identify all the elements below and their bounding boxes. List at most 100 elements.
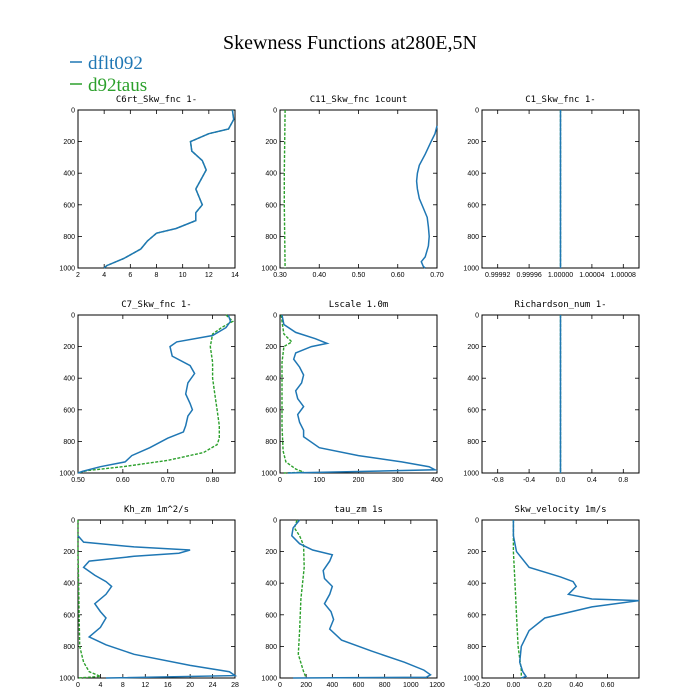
x-tick-label: 20 — [186, 682, 194, 689]
series-line-dflt092 — [103, 109, 235, 269]
panel-title: tau_zm 1s — [334, 505, 383, 515]
x-tick-label: 300 — [392, 477, 404, 484]
panel-title: Richardson_num 1- — [514, 300, 606, 310]
y-tick-label: 800 — [265, 644, 277, 651]
x-tick-label: 6 — [128, 272, 132, 279]
y-tick-label: 200 — [265, 139, 277, 146]
x-tick-label: 0.0 — [556, 477, 566, 484]
y-tick-label: 1000 — [261, 471, 277, 478]
x-tick-label: 0.99992 — [485, 272, 510, 279]
y-tick-label: 600 — [63, 612, 75, 619]
y-tick-label: 0 — [273, 313, 277, 320]
y-tick-label: 200 — [467, 139, 479, 146]
x-tick-label: 0 — [278, 477, 282, 484]
x-tick-label: 1200 — [429, 682, 445, 689]
y-tick-label: 800 — [265, 234, 277, 241]
x-tick-label: 200 — [353, 477, 365, 484]
x-tick-label: 0.30 — [273, 272, 287, 279]
series-line-d92taus — [77, 314, 234, 474]
y-tick-label: 600 — [265, 612, 277, 619]
y-tick-label: 0 — [475, 518, 479, 525]
x-tick-label: 0.8 — [618, 477, 628, 484]
x-tick-label: 4 — [98, 682, 102, 689]
series-line-dflt092 — [77, 535, 238, 679]
x-tick-label: 0 — [76, 682, 80, 689]
y-tick-label: 0 — [273, 108, 277, 115]
y-tick-label: 200 — [63, 139, 75, 146]
y-tick-label: 400 — [265, 171, 277, 178]
x-tick-label: 600 — [353, 682, 365, 689]
y-tick-label: 400 — [265, 376, 277, 383]
x-tick-label: 0.70 — [161, 477, 175, 484]
y-tick-label: 400 — [63, 581, 75, 588]
series-line-d92taus — [77, 520, 101, 679]
y-tick-label: 0 — [273, 518, 277, 525]
y-tick-label: 600 — [265, 202, 277, 209]
panel-6: Richardson_num 1- 0 200 400 600 800 1000 -0.8 -0… — [463, 300, 640, 484]
x-tick-label: 400 — [326, 682, 338, 689]
x-tick-label: 24 — [209, 682, 217, 689]
x-tick-label: 0.60 — [391, 272, 405, 279]
y-tick-label: 1000 — [59, 676, 75, 683]
x-tick-label: 0.50 — [71, 477, 85, 484]
y-tick-label: 400 — [265, 581, 277, 588]
y-tick-label: 200 — [63, 344, 75, 351]
y-tick-label: 200 — [467, 549, 479, 556]
x-tick-label: 0.60 — [116, 477, 130, 484]
x-tick-label: 2 — [76, 272, 80, 279]
x-tick-label: 8 — [155, 272, 159, 279]
plot-frame — [279, 109, 438, 269]
y-tick-label: 1000 — [59, 471, 75, 478]
y-tick-label: 400 — [467, 171, 479, 178]
y-tick-label: 600 — [467, 202, 479, 209]
y-tick-label: 800 — [467, 234, 479, 241]
y-tick-label: 200 — [265, 549, 277, 556]
x-tick-label: 4 — [102, 272, 106, 279]
x-tick-label: 16 — [164, 682, 172, 689]
series-line-dflt092 — [415, 125, 438, 269]
y-tick-label: 400 — [63, 171, 75, 178]
y-tick-label: 200 — [63, 549, 75, 556]
y-tick-label: 400 — [467, 581, 479, 588]
y-tick-label: 600 — [63, 407, 75, 414]
x-tick-label: 0 — [278, 682, 282, 689]
y-tick-label: 200 — [467, 344, 479, 351]
y-tick-label: 400 — [467, 376, 479, 383]
x-tick-label: 10 — [179, 272, 187, 279]
y-tick-label: 1000 — [59, 266, 75, 273]
x-tick-label: 0.4 — [587, 477, 597, 484]
y-tick-label: 1000 — [261, 676, 277, 683]
x-tick-label: 1.00004 — [579, 272, 604, 279]
y-tick-label: 0 — [71, 518, 75, 525]
series-line-d92taus — [293, 519, 307, 679]
x-tick-label: 0.50 — [352, 272, 366, 279]
series-line-dflt092 — [281, 314, 438, 474]
figure-title: Skewness Functions at280E,5N — [223, 32, 477, 54]
x-tick-label: 28 — [231, 682, 239, 689]
y-tick-label: 0 — [71, 313, 75, 320]
panel-3: C1_Skw_fnc 1- 0 200 400 600 800 1000 0.99992 0.9… — [463, 95, 640, 279]
legend: dflt092 d92taus — [70, 53, 147, 96]
x-tick-label: -0.8 — [492, 477, 504, 484]
x-tick-label: 12 — [141, 682, 149, 689]
y-tick-label: 1000 — [463, 471, 479, 478]
series-line-d92taus — [103, 109, 235, 269]
y-tick-label: 800 — [63, 234, 75, 241]
x-tick-label: 14 — [231, 272, 239, 279]
y-tick-label: 600 — [63, 202, 75, 209]
panel-title: Kh_zm 1m^2/s — [124, 505, 189, 515]
y-tick-label: 0 — [475, 108, 479, 115]
y-tick-label: 800 — [63, 644, 75, 651]
y-tick-label: 600 — [467, 407, 479, 414]
panel-title: C11_Skw_fnc 1count — [310, 95, 408, 105]
series-line-d92taus — [280, 314, 304, 474]
series-line-d92taus — [283, 109, 286, 269]
series-line-dflt092 — [290, 519, 432, 679]
x-tick-label: 800 — [379, 682, 391, 689]
x-tick-label: 1.00008 — [611, 272, 636, 279]
